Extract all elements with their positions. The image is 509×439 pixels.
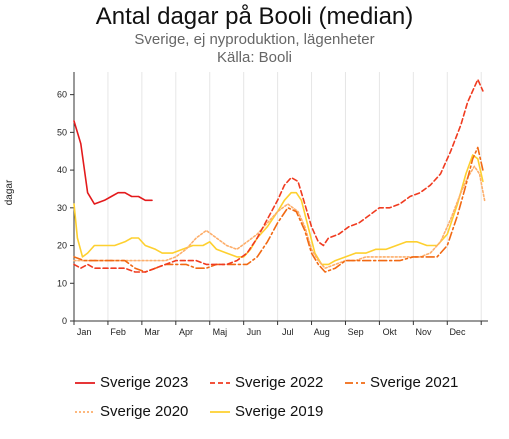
legend-label: Sverige 2019 [235,403,324,420]
y-tick-label: 40 [57,165,67,175]
y-tick-label: 50 [57,127,67,137]
legend-swatch [75,411,95,413]
chart-source: Källa: Booli [216,49,293,66]
legend-label: Sverige 2023 [100,374,189,391]
x-tick-label: Sep [348,327,364,337]
series-line-sverige-2021 [73,146,484,273]
y-tick-label: 30 [57,203,67,213]
legend-swatch [75,382,95,384]
grid [73,72,482,321]
legend-item: Sverige 2021 [345,372,458,394]
series-line-sverige-2020 [73,165,486,269]
x-tick-label: Jan [77,327,92,337]
x-tick-label: Maj [213,327,228,337]
series-line-sverige-2022 [73,78,484,273]
y-tick-label: 60 [57,90,67,100]
x-tick-label: Nov [416,327,433,337]
y-tick-label: 10 [57,278,67,288]
legend-item: Sverige 2023 [75,372,188,394]
legend-item: Sverige 2022 [210,372,323,394]
legend-swatch [345,382,365,384]
x-tick-label: Jul [282,327,294,337]
y-axis-label: dagar [4,179,15,205]
legend: Sverige 2023 Sverige 2022 Sverige 2021 Sver… [0,366,509,436]
line-chart: 0 10 20 30 40 50 60 Jan Feb Mar Apr Maj Jun Jul Aug Sep… [4,72,488,337]
legend-swatch [210,382,230,384]
legend-label: Sverige 2022 [235,374,324,391]
y-tick-label: 20 [57,241,67,251]
x-tick-label: Jun [247,327,262,337]
x-tick-label: Okt [383,327,398,337]
chart-subtitle: Sverige, ej nyproduktion, lägenheter [134,31,375,48]
legend-label: Sverige 2021 [370,374,459,391]
x-tick-label: Mar [144,327,160,337]
x-tick-label: Dec [449,327,466,337]
x-tick-label: Apr [179,327,193,337]
legend-item: Sverige 2020 [75,401,188,423]
x-tick-label: Aug [314,327,330,337]
series-lines [73,78,486,273]
chart-title: Antal dagar på Booli (median) [95,3,414,30]
legend-label: Sverige 2020 [100,403,189,420]
x-tick-label: Feb [110,327,126,337]
axes: 0 10 20 30 40 50 60 Jan Feb Mar Apr Maj Jun Jul Aug Sep… [57,72,488,337]
series-line-sverige-2019 [73,154,484,266]
legend-swatch [210,411,230,413]
y-tick-label: 0 [62,316,67,326]
legend-item: Sverige 2019 [210,401,323,423]
series-line-sverige-2023 [73,120,153,205]
